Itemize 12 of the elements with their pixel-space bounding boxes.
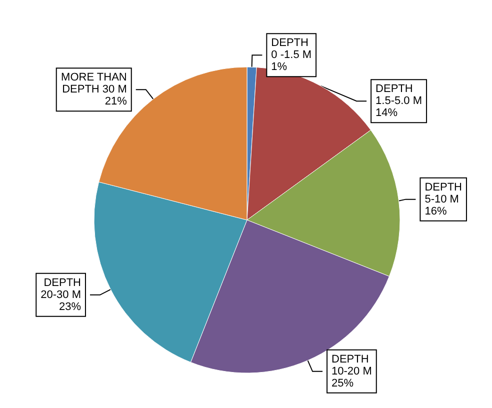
data-label: 21%	[104, 96, 128, 108]
slice-label: DEPTH 0 -1.5 M	[271, 37, 312, 62]
slice-label: MORE THAN DEPTH 30 M	[61, 72, 127, 96]
data-label: 1%	[271, 61, 288, 74]
slice-label: DEPTH 10-20 M	[332, 353, 372, 378]
data-label: 25%	[332, 377, 354, 390]
data-label: 16%	[424, 205, 447, 218]
data-label: 23%	[58, 300, 82, 313]
slice-label: DEPTH 5-10 M	[424, 181, 462, 206]
slice-label: DEPTH 20-30 M	[40, 276, 82, 301]
slice-label: DEPTH 1.5-5.0 M	[376, 83, 422, 108]
data-label: 14%	[376, 107, 398, 120]
